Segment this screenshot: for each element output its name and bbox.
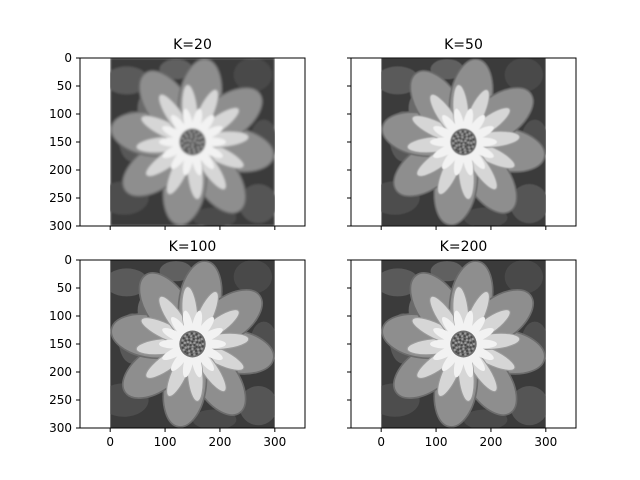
x-tick-label: 100 (425, 435, 448, 449)
panel-title: K=200 (440, 239, 488, 255)
panel-title: K=50 (444, 37, 483, 53)
y-tick-label: 100 (49, 107, 72, 121)
panel-3: K=100 0 50 100 150 200 250 300 0 100 200 300 (49, 239, 306, 449)
y-tick-label: 250 (49, 191, 72, 205)
x-tick-label: 0 (106, 435, 114, 449)
y-tick-label: 200 (49, 163, 72, 177)
x-tick-label: 300 (263, 435, 286, 449)
y-tick-label: 50 (57, 79, 72, 93)
y-tick-label: 200 (49, 365, 72, 379)
x-tick-label: 200 (208, 435, 231, 449)
y-tick-label: 150 (49, 337, 72, 351)
y-tick-label: 300 (49, 219, 72, 233)
y-tick-label: 300 (49, 421, 72, 435)
panel-title: K=100 (169, 239, 217, 255)
y-tick-label: 50 (57, 281, 72, 295)
y-tick-label: 0 (64, 51, 72, 65)
flower-image (110, 58, 275, 226)
y-tick-label: 250 (49, 393, 72, 407)
panel-title: K=20 (173, 37, 212, 53)
y-tick-label: 100 (49, 309, 72, 323)
x-tick-label: 200 (479, 435, 502, 449)
flower-image (110, 260, 275, 428)
x-tick-label: 100 (154, 435, 177, 449)
y-tick-label: 0 (64, 253, 72, 267)
x-tick-label: 0 (377, 435, 385, 449)
x-tick-label: 300 (534, 435, 557, 449)
flower-image (381, 260, 546, 428)
y-tick-label: 150 (49, 135, 72, 149)
panel-2: K=50 (347, 37, 577, 230)
panel-4: K=200 0 100 200 300 (347, 239, 577, 449)
panel-1: K=20 0 50 100 150 200 250 300 (49, 37, 306, 233)
flower-image (381, 58, 546, 226)
